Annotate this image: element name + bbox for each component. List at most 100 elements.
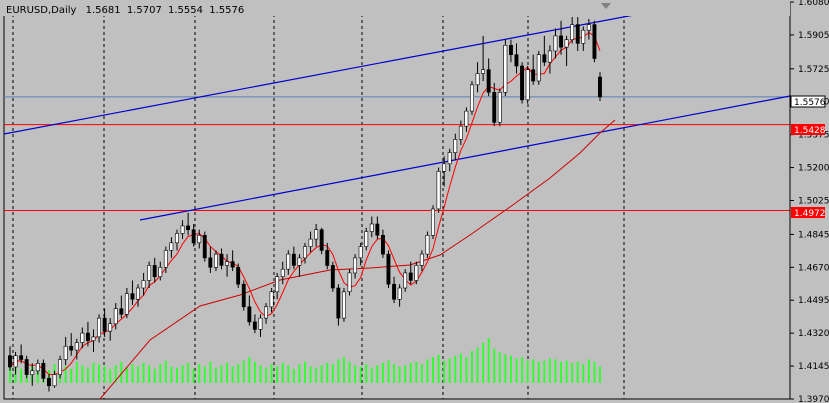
candle-bear: [542, 54, 547, 63]
candle-bear: [392, 283, 396, 300]
candle-bull: [113, 308, 118, 325]
candle-bull: [63, 345, 68, 360]
candle-bull: [97, 317, 102, 338]
candle-bull: [469, 84, 474, 112]
candle-bull: [547, 50, 552, 63]
symbol-label: EURUSD,Daily: [6, 5, 77, 16]
candle-bear: [559, 35, 564, 48]
triangle-down-icon[interactable]: [601, 3, 611, 9]
candle-bear: [69, 345, 74, 351]
y-tick-label: 1.5725: [798, 65, 829, 75]
chart-title: EURUSD,Daily 1.5681 1.5707 1.5554 1.5576: [6, 5, 244, 16]
y-tick-label: 1.5905: [798, 31, 829, 41]
candle-bull: [442, 163, 447, 172]
price-axis: 1.60801.59051.57251.55501.53751.52001.50…: [789, 0, 829, 403]
candle-bear: [230, 261, 235, 268]
y-tick-label: 1.5025: [798, 197, 829, 207]
y-tick-label: 1.4670: [798, 263, 829, 273]
candle-bull: [458, 125, 463, 140]
candle-bull: [314, 229, 319, 240]
candle-bear: [380, 235, 385, 255]
candle-bull: [581, 29, 586, 44]
candle-bull: [136, 287, 140, 300]
candlesticks: [8, 17, 602, 392]
candle-bull: [264, 306, 268, 319]
candle-bull: [475, 73, 480, 86]
candle-bull: [553, 35, 558, 52]
candle-bear: [492, 92, 497, 123]
trendline-lower[interactable]: [139, 95, 791, 221]
plot-area[interactable]: [3, 1, 791, 400]
y-tick-label: 1.4145: [798, 362, 829, 372]
candle-bull: [275, 276, 280, 293]
candle-bear: [130, 293, 135, 300]
horizontal-levels[interactable]: [4, 96, 790, 211]
candle-bull: [347, 272, 352, 292]
y-tick-label: 1.4320: [798, 329, 829, 339]
candle-bull: [403, 272, 408, 289]
candle-bear: [531, 69, 536, 82]
price-tag-level-1-box: [791, 124, 825, 135]
y-tick-label: 1.6080: [798, 0, 829, 8]
candle-bear: [508, 44, 513, 55]
candle-bull: [225, 261, 229, 266]
price-tag-current-box: [790, 95, 826, 108]
candle-bull: [80, 332, 85, 343]
candle-bear: [241, 283, 246, 308]
candle-bull: [58, 359, 63, 375]
candle-bull: [453, 139, 458, 153]
candle-bull: [214, 253, 218, 268]
candle-bull: [258, 317, 263, 330]
candle-bull: [308, 238, 313, 247]
candle-bull: [364, 231, 369, 247]
candle-bull: [369, 223, 374, 232]
candle-bear: [119, 308, 124, 315]
candle-bull: [180, 225, 185, 234]
candle-bear: [386, 253, 391, 285]
close-value: 1.5576: [209, 5, 244, 16]
candle-bull: [570, 24, 575, 41]
candle-bear: [102, 317, 107, 332]
candle-bull: [536, 54, 541, 82]
candle-bull: [141, 280, 146, 289]
candle-bear: [375, 223, 380, 236]
price-tag-level-1: 1.5428: [791, 124, 826, 136]
candle-bull: [503, 44, 508, 93]
candle-bull: [353, 257, 357, 274]
title-bar-bg: [0, 0, 790, 16]
low-value: 1.5554: [168, 5, 203, 16]
candle-bear: [514, 54, 519, 67]
candle-bear: [319, 229, 324, 251]
chart-grid: [3, 1, 791, 400]
candle-bear: [520, 65, 525, 101]
candle-bear: [19, 355, 24, 360]
candle-bull: [175, 233, 179, 244]
candle-bear: [247, 306, 252, 323]
price-tag-level-1-text: 1.5428: [794, 126, 826, 136]
y-tick-label: 1.3970: [798, 395, 829, 403]
candle-bull: [163, 250, 168, 268]
candle-bear: [575, 24, 580, 44]
candle-bull: [91, 336, 96, 341]
candle-bear: [336, 287, 341, 319]
candle-bull: [74, 342, 79, 351]
candle-bull: [108, 323, 113, 332]
open-value: 1.5681: [86, 5, 121, 16]
candle-bull: [52, 374, 57, 387]
candle-bear: [408, 272, 413, 281]
candle-bull: [35, 362, 40, 372]
candle-bear: [219, 253, 224, 266]
candle-bull: [397, 287, 402, 300]
price-tag-level-2-box: [791, 207, 825, 218]
candle-bull: [414, 265, 419, 281]
high-value: 1.5707: [127, 5, 162, 16]
y-tick-label: 1.4495: [798, 296, 829, 306]
candle-bear: [191, 229, 196, 244]
candle-bull: [147, 265, 152, 281]
candle-bear: [291, 253, 296, 266]
price-tag-current: 1.5576: [790, 95, 826, 108]
candle-bull: [341, 291, 346, 319]
candle-bull: [464, 110, 469, 127]
